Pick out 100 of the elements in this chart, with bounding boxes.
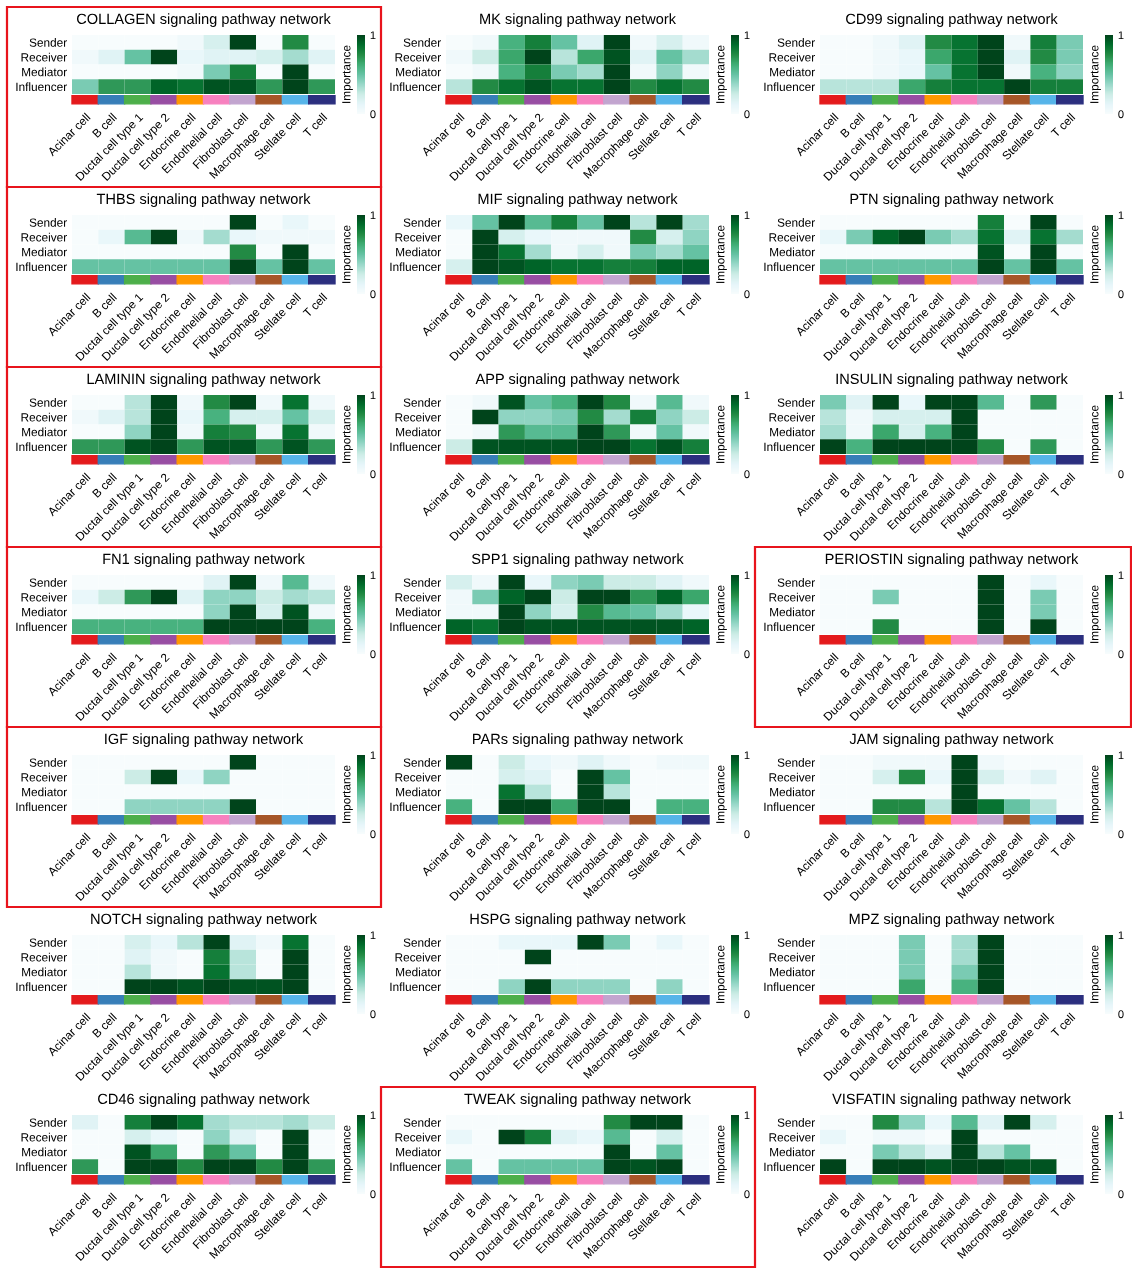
y-tick-label: Sender: [29, 938, 67, 947]
y-tick-label: Sender: [403, 758, 441, 767]
y-tick-label: Mediator: [396, 1147, 441, 1157]
color-bar-title: Importance: [1090, 405, 1101, 463]
color-bar-title: Importance: [342, 1125, 353, 1183]
y-tick-label: Mediator: [396, 607, 441, 617]
y-tick-label: Mediator: [770, 787, 815, 797]
x-tick-label: T cell: [302, 1012, 328, 1038]
color-bar-title: Importance: [342, 225, 353, 283]
color-bar-label: 0: [744, 650, 750, 659]
chart-title: SPP1 signaling pathway network: [471, 553, 684, 567]
color-bar-label: 0: [1118, 1190, 1124, 1199]
color-bar-label: 1: [1118, 391, 1124, 400]
y-tick-label: Influencer: [764, 982, 815, 992]
x-tick-label: T cell: [302, 1192, 328, 1218]
color-bar-label: 0: [370, 290, 376, 299]
y-tick-label: Sender: [403, 398, 441, 407]
color-bar-label: 0: [370, 830, 376, 839]
y-tick-label: Sender: [29, 218, 67, 227]
color-bar-label: 1: [744, 391, 750, 400]
color-bar-label: 0: [1118, 1010, 1124, 1019]
color-bar-label: 0: [370, 470, 376, 479]
chart-title: JAM signaling pathway network: [849, 733, 1054, 747]
color-bar-label: 1: [744, 31, 750, 40]
chart-title: PTN signaling pathway network: [850, 193, 1054, 207]
x-tick-label: T cell: [676, 292, 702, 318]
y-tick-label: Influencer: [764, 442, 815, 452]
chart-title: INSULIN signaling pathway network: [836, 373, 1068, 387]
color-bar-label: 0: [370, 1190, 376, 1199]
color-bar-label: 1: [370, 391, 376, 400]
y-tick-label: Influencer: [764, 802, 815, 812]
chart-title: CD99 signaling pathway network: [846, 13, 1058, 27]
y-tick-label: Mediator: [770, 967, 815, 977]
color-bar-label: 1: [744, 571, 750, 580]
y-tick-label: Influencer: [16, 982, 67, 992]
y-tick-label: Sender: [777, 218, 815, 227]
color-bar-title: Importance: [342, 765, 353, 823]
y-tick-label: Influencer: [16, 802, 67, 812]
y-tick-label: Receiver: [769, 952, 815, 962]
x-tick-label: T cell: [302, 292, 328, 318]
y-tick-label: Mediator: [770, 1147, 815, 1157]
color-bar-title: Importance: [1090, 585, 1101, 643]
y-tick-label: Mediator: [396, 427, 441, 437]
color-bar-title: Importance: [342, 405, 353, 463]
color-bar-title: Importance: [1090, 225, 1101, 283]
color-bar-title: Importance: [716, 765, 727, 823]
x-tick-label: T cell: [676, 112, 702, 138]
y-tick-label: Sender: [29, 38, 67, 47]
y-tick-label: Mediator: [22, 1147, 67, 1157]
chart-title: NOTCH signaling pathway network: [91, 913, 317, 927]
color-bar-title: Importance: [342, 45, 353, 103]
y-tick-label: Sender: [29, 758, 67, 767]
color-bar-label: 1: [744, 211, 750, 220]
y-tick-label: Mediator: [22, 67, 67, 77]
chart-title: MIF signaling pathway network: [478, 193, 678, 207]
y-tick-label: Influencer: [764, 82, 815, 92]
color-bar-label: 1: [744, 751, 750, 760]
y-tick-label: Receiver: [21, 412, 67, 422]
color-bar-label: 0: [744, 470, 750, 479]
color-bar-title: Importance: [716, 1125, 727, 1183]
y-tick-label: Sender: [777, 578, 815, 587]
y-tick-label: Influencer: [16, 622, 67, 632]
x-tick-label: T cell: [676, 472, 702, 498]
color-bar-label: 0: [744, 830, 750, 839]
y-tick-label: Receiver: [395, 772, 441, 782]
x-tick-label: T cell: [302, 472, 328, 498]
chart-title: PERIOSTIN signaling pathway network: [825, 553, 1079, 567]
y-tick-label: Mediator: [396, 967, 441, 977]
color-bar-label: 0: [1118, 650, 1124, 659]
color-bar-label: 0: [744, 290, 750, 299]
y-tick-label: Mediator: [770, 247, 815, 257]
color-bar-label: 1: [370, 571, 376, 580]
y-tick-label: Sender: [29, 1118, 67, 1127]
color-bar-label: 1: [744, 1111, 750, 1120]
y-tick-label: Mediator: [396, 787, 441, 797]
y-tick-label: Sender: [403, 1118, 441, 1127]
y-tick-label: Influencer: [764, 622, 815, 632]
color-bar-label: 1: [370, 31, 376, 40]
color-bar-title: Importance: [716, 225, 727, 283]
y-tick-label: Receiver: [769, 1132, 815, 1142]
x-tick-label: T cell: [676, 1192, 702, 1218]
y-tick-label: Influencer: [390, 1162, 441, 1172]
y-tick-label: Receiver: [395, 52, 441, 62]
color-bar-title: Importance: [1090, 765, 1101, 823]
color-bar-label: 1: [1118, 571, 1124, 580]
y-tick-label: Influencer: [390, 802, 441, 812]
y-tick-label: Sender: [777, 1118, 815, 1127]
y-tick-label: Sender: [777, 398, 815, 407]
chart-title: VISFATIN signaling pathway network: [832, 1093, 1071, 1107]
color-bar-label: 1: [370, 211, 376, 220]
y-tick-label: Mediator: [22, 247, 67, 257]
y-tick-label: Mediator: [770, 427, 815, 437]
color-bar-title: Importance: [716, 585, 727, 643]
y-tick-label: Receiver: [769, 592, 815, 602]
y-tick-label: Influencer: [390, 82, 441, 92]
color-bar-label: 0: [744, 1190, 750, 1199]
chart-title: THBS signaling pathway network: [96, 193, 311, 207]
y-tick-label: Receiver: [21, 592, 67, 602]
color-bar-label: 1: [370, 931, 376, 940]
y-tick-label: Influencer: [764, 262, 815, 272]
